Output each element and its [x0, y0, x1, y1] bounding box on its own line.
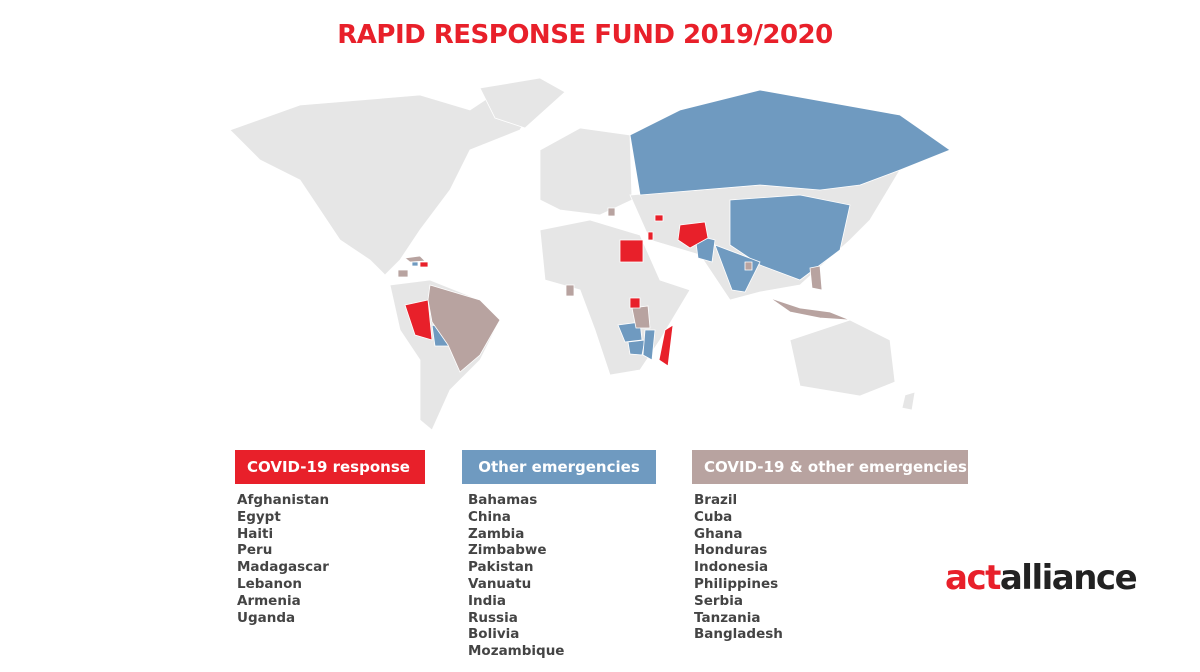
- country: Brazil: [694, 492, 738, 508]
- country: Afghanistan: [237, 492, 330, 508]
- country: Egypt: [237, 508, 281, 525]
- covid-areas: [404, 214, 709, 367]
- country: China: [468, 508, 511, 525]
- country: Cuba: [694, 508, 733, 525]
- legend-heading: Other emergencies: [462, 450, 656, 484]
- country: Zambia: [468, 525, 525, 542]
- country: Bangladesh: [694, 626, 783, 643]
- country: Armenia: [237, 592, 301, 609]
- country: Bahamas: [468, 492, 538, 508]
- country-list: Afghanistan Egypt Haiti Peru Madagascar Leban…: [235, 492, 425, 626]
- country: Vanuatu: [468, 575, 532, 592]
- country: Lebanon: [237, 575, 303, 592]
- country: Madagascar: [237, 559, 329, 576]
- country-list: Bahamas China Zambia Zimbabwe Pakistan Vanuat…: [462, 492, 656, 660]
- world-map: [229, 77, 951, 431]
- combined-areas: [397, 207, 851, 373]
- legend-heading: COVID-19 & other emergencies: [692, 450, 968, 484]
- country: India: [468, 592, 507, 609]
- country: Bolivia: [468, 626, 520, 643]
- country: Honduras: [694, 542, 768, 559]
- country-list: Brazil Cuba Ghana Honduras Indonesia Philippi…: [692, 492, 968, 643]
- country: Uganda: [237, 609, 296, 626]
- legend-group: COVID-19 response Afghanistan Egypt Haiti P…: [235, 450, 425, 626]
- country: Peru: [237, 542, 273, 559]
- logo: actalliance: [945, 558, 1138, 598]
- country: Mozambique: [468, 643, 565, 660]
- logo-part: act: [945, 558, 1001, 598]
- country: Indonesia: [694, 559, 769, 576]
- country: Ghana: [694, 525, 743, 542]
- title: RAPID RESPONSE FUND 2019/2020: [337, 20, 833, 50]
- legend-group: COVID-19 & other emergencies Brazil Cuba G…: [692, 450, 968, 643]
- country: Haiti: [237, 525, 274, 542]
- country: Philippines: [694, 575, 779, 592]
- logo-part: alliance: [999, 558, 1138, 598]
- country: Serbia: [694, 592, 743, 609]
- other-emergencies-areas: [411, 89, 951, 361]
- country: Pakistan: [468, 559, 534, 576]
- country: Russia: [468, 609, 518, 626]
- legend-heading: COVID-19 response: [235, 450, 425, 484]
- legend-group: Other emergencies Bahamas China Zambia Zimb…: [462, 450, 656, 660]
- country: Zimbabwe: [468, 542, 547, 559]
- country: Tanzania: [694, 609, 761, 626]
